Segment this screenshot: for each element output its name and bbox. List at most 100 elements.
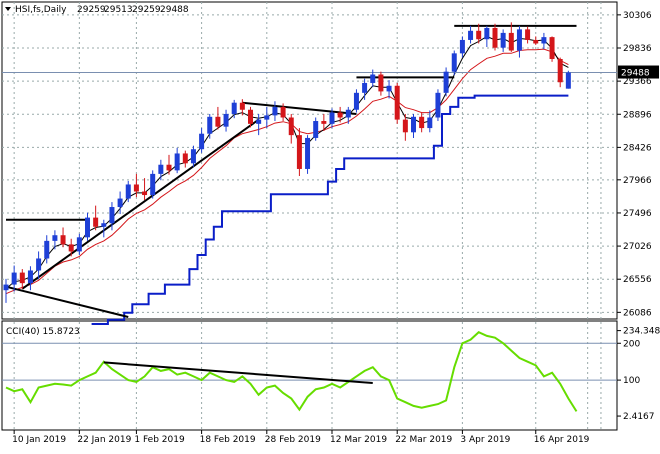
x-tick-label: 22 Mar 2019 [395, 435, 452, 445]
candle-down [321, 121, 327, 124]
candle-down [133, 184, 139, 192]
candle-down [337, 112, 343, 118]
candle-up [484, 27, 490, 40]
candle-up [207, 116, 213, 134]
candle-down [215, 116, 221, 127]
fast-ma-line [5, 35, 569, 290]
candle-up [443, 71, 449, 93]
candle-down [68, 244, 74, 252]
high-value: 29513 [104, 5, 133, 15]
candle-up [468, 30, 474, 40]
candle-up [117, 198, 123, 208]
last-price-label: 29488 [621, 69, 650, 79]
candle-up [27, 270, 33, 284]
candle-up [190, 149, 196, 164]
candle-up [500, 32, 506, 48]
cci-line [5, 331, 578, 412]
symbol-label: HSI,fs,Daily [15, 5, 67, 15]
y-tick-label: 30306 [623, 11, 652, 21]
candle-down [549, 37, 555, 59]
cci-level-label: 2.4167 [623, 412, 655, 422]
dropdown-triangle-icon[interactable] [5, 7, 11, 11]
price-panel-frame [1, 1, 618, 320]
cci-level-label: 234.3487 [623, 327, 660, 337]
low-value: 29259 [132, 5, 161, 15]
candle-up [76, 237, 82, 252]
last-price-box [618, 65, 659, 79]
candle-up [264, 115, 270, 120]
candle-down [394, 85, 400, 120]
candle-down [402, 119, 408, 133]
candle-down [142, 191, 148, 196]
candle-down [296, 135, 302, 169]
candle-down [182, 153, 188, 164]
slow-ma-line [5, 48, 569, 295]
y-tick-label: 27026 [623, 242, 652, 252]
trailing-stop-line [91, 94, 569, 325]
x-tick-label: 3 Apr 2019 [460, 435, 510, 445]
candle-up [125, 184, 131, 199]
candle-down [557, 58, 563, 83]
candle-up [101, 223, 107, 227]
candle-down [280, 106, 286, 118]
trend-line [242, 101, 357, 115]
y-tick-label: 28426 [623, 143, 652, 153]
y-tick-label: 26556 [623, 275, 652, 285]
candle-down [525, 29, 531, 40]
candle-down [239, 102, 245, 110]
close-value: 29488 [160, 5, 189, 15]
candle-down [508, 32, 514, 51]
candle-up [386, 85, 392, 92]
candle-up [345, 109, 351, 118]
open-value: 29259 [77, 5, 106, 15]
y-tick-label: 27496 [623, 209, 652, 219]
candle-up [109, 207, 115, 224]
candle-up [541, 37, 547, 44]
header: HSI,fs,Daily 29259 29513 29259 29488 CCI… [5, 5, 189, 337]
y-tick-label: 29836 [623, 44, 652, 54]
candle-down [19, 272, 25, 284]
candle-up [565, 72, 571, 89]
candle-up [174, 153, 180, 171]
candle-up [305, 137, 311, 169]
candle-up [272, 106, 278, 116]
candle-down [248, 109, 253, 124]
cci-series [5, 331, 578, 412]
candle-down [288, 117, 294, 136]
candle-up [427, 117, 433, 129]
axes: 30306 29836 29366 28896 28426 27966 27496 27026… [12, 11, 660, 445]
x-tick-label: 12 Mar 2019 [330, 435, 387, 445]
trend-line [5, 285, 129, 318]
x-tick-label: 16 Apr 2019 [534, 435, 590, 445]
cci-level-label: 200 [623, 339, 640, 349]
y-tick-label: 26086 [623, 308, 652, 318]
candles [3, 22, 571, 303]
candle-down [166, 164, 172, 171]
x-tick-label: 28 Feb 2019 [265, 435, 321, 445]
trend-line [21, 118, 260, 290]
candle-up [451, 53, 457, 72]
candle-up [435, 92, 441, 118]
candle-up [516, 29, 522, 51]
y-tick-label: 29366 [623, 77, 652, 87]
candle-down [533, 39, 539, 44]
candle-up [11, 272, 17, 285]
candle-up [52, 235, 58, 241]
x-tick-label: 1 Feb 2019 [134, 435, 185, 445]
x-tick-label: 10 Jan 2019 [12, 435, 66, 445]
candle-up [231, 102, 237, 114]
candle-down [419, 116, 425, 129]
y-tick-label: 28896 [623, 110, 652, 120]
candle-up [370, 74, 376, 83]
x-tick-label: 18 Feb 2019 [200, 435, 256, 445]
candle-up [362, 82, 368, 93]
candle-up [150, 173, 156, 196]
candle-up [85, 217, 90, 238]
candle-up [223, 113, 229, 127]
candle-down [492, 27, 498, 48]
candle-up [3, 284, 9, 291]
candle-up [36, 258, 42, 271]
x-tick-label: 22 Jan 2019 [77, 435, 131, 445]
candle-down [378, 74, 384, 92]
